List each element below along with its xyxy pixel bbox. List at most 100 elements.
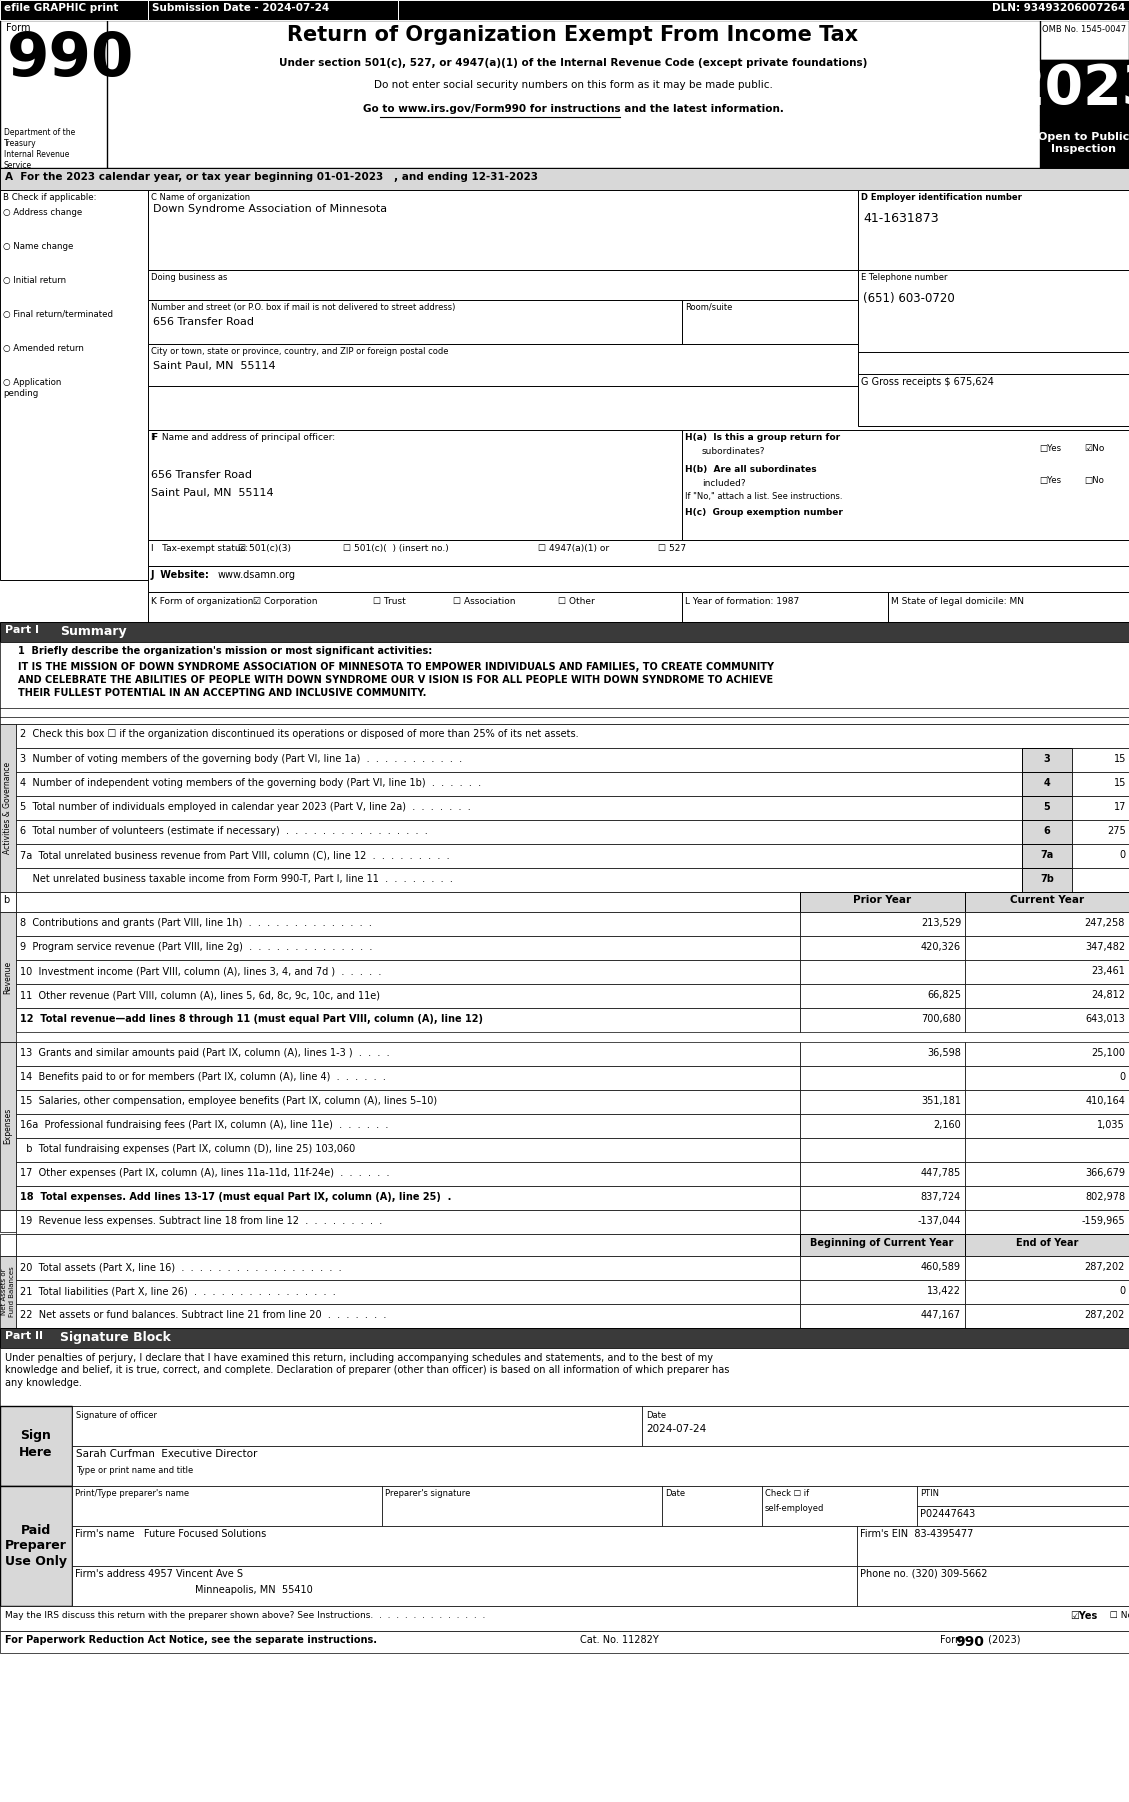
Text: 643,013: 643,013 [1085, 1015, 1124, 1024]
Text: Net Assets or
Fund Balances: Net Assets or Fund Balances [1, 1267, 15, 1317]
Text: H(a)  Is this a group return for: H(a) Is this a group return for [685, 432, 840, 441]
Bar [800, 984, 965, 1007]
Text: B Check if applicable:: B Check if applicable: [3, 193, 96, 202]
Bar [858, 189, 1129, 270]
Bar [965, 1186, 1129, 1209]
Bar [965, 935, 1129, 960]
Bar [965, 1067, 1129, 1090]
Text: 5: 5 [1043, 802, 1050, 813]
Text: OMB No. 1545-0047: OMB No. 1545-0047 [1042, 25, 1126, 34]
Text: (651) 603-0720: (651) 603-0720 [863, 292, 955, 305]
Bar [800, 1162, 965, 1186]
Bar [72, 1487, 382, 1526]
Text: -159,965: -159,965 [1082, 1216, 1124, 1225]
Text: H(b)  Are all subordinates: H(b) Are all subordinates [685, 465, 816, 474]
Text: Saint Paul, MN  55114: Saint Paul, MN 55114 [154, 360, 275, 371]
Text: Form: Form [6, 23, 30, 32]
Text: L Year of formation: 1987: L Year of formation: 1987 [685, 596, 799, 605]
Bar [800, 1234, 965, 1256]
Text: 17: 17 [1113, 802, 1126, 813]
Text: May the IRS discuss this return with the preparer shown above? See Instructions.: May the IRS discuss this return with the… [5, 1611, 485, 1620]
Bar [72, 1445, 1129, 1487]
Bar [0, 20, 1129, 168]
Bar [1022, 796, 1073, 820]
Text: Firm's name   Future Focused Solutions: Firm's name Future Focused Solutions [75, 1530, 266, 1539]
Text: ☐ Trust: ☐ Trust [373, 596, 405, 605]
Text: P02447643: P02447643 [920, 1508, 975, 1519]
Text: Phone no. (320) 309-5662: Phone no. (320) 309-5662 [860, 1570, 988, 1579]
Text: Room/suite: Room/suite [685, 303, 733, 312]
Text: Signature of officer: Signature of officer [76, 1411, 157, 1420]
Bar [965, 1007, 1129, 1033]
Text: 15: 15 [1113, 753, 1126, 764]
Text: 837,724: 837,724 [921, 1191, 961, 1202]
Text: ☐ 501(c)(  ) (insert no.): ☐ 501(c)( ) (insert no.) [343, 544, 448, 553]
Text: Doing business as: Doing business as [151, 272, 227, 281]
Text: b: b [3, 896, 9, 905]
Text: 13,422: 13,422 [927, 1287, 961, 1296]
Bar [965, 892, 1129, 912]
Text: Under section 501(c), 527, or 4947(a)(1) of the Internal Revenue Code (except pr: Under section 501(c), 527, or 4947(a)(1)… [279, 58, 867, 68]
Text: 18  Total expenses. Add lines 13-17 (must equal Part IX, column (A), line 25)  .: 18 Total expenses. Add lines 13-17 (must… [20, 1191, 452, 1202]
Bar [16, 1186, 800, 1209]
Text: 21  Total liabilities (Part X, line 26)  .  .  .  .  .  .  .  .  .  .  .  .  .  : 21 Total liabilities (Part X, line 26) .… [20, 1287, 335, 1296]
Bar [800, 1067, 965, 1090]
Bar [965, 960, 1129, 984]
Bar [0, 1348, 1129, 1406]
Bar [16, 1139, 800, 1162]
Text: 700,680: 700,680 [921, 1015, 961, 1024]
Text: 287,202: 287,202 [1085, 1261, 1124, 1272]
Bar [800, 1209, 965, 1234]
Text: □Yes: □Yes [1039, 443, 1061, 452]
Bar [148, 541, 1129, 566]
Text: 7a  Total unrelated business revenue from Part VIII, column (C), line 12  .  .  : 7a Total unrelated business revenue from… [20, 851, 449, 860]
Bar [800, 1042, 965, 1067]
Text: I   Tax-exempt status:: I Tax-exempt status: [151, 544, 248, 553]
Text: Firm's address 4957 Vincent Ave S: Firm's address 4957 Vincent Ave S [75, 1570, 243, 1579]
Text: ○ Final return/terminated: ○ Final return/terminated [3, 310, 113, 319]
Bar [1022, 748, 1073, 771]
Text: Net unrelated business taxable income from Form 990-T, Part I, line 11  .  .  . : Net unrelated business taxable income fr… [20, 874, 453, 885]
Text: D Employer identification number: D Employer identification number [861, 193, 1022, 202]
Bar [0, 0, 148, 20]
Text: Revenue: Revenue [3, 960, 12, 993]
Text: 275: 275 [1108, 825, 1126, 836]
Bar [0, 1209, 16, 1233]
Text: 0: 0 [1119, 1287, 1124, 1296]
Text: Number and street (or P.O. box if mail is not delivered to street address): Number and street (or P.O. box if mail i… [151, 303, 455, 312]
Bar [16, 1209, 800, 1234]
Text: 3: 3 [1043, 753, 1050, 764]
Text: Part I: Part I [5, 625, 40, 634]
Bar [16, 1162, 800, 1186]
Bar [0, 20, 107, 168]
Bar [889, 593, 1129, 622]
Bar [16, 984, 800, 1007]
Bar [382, 1487, 662, 1526]
Bar [148, 299, 682, 344]
Text: ○ Amended return: ○ Amended return [3, 344, 84, 353]
Text: K Form of organization:: K Form of organization: [151, 596, 256, 605]
Bar [16, 724, 1129, 748]
Bar [16, 843, 1022, 869]
Text: 5  Total number of individuals employed in calendar year 2023 (Part V, line 2a) : 5 Total number of individuals employed i… [20, 802, 471, 813]
Bar [1073, 869, 1129, 892]
Text: 990: 990 [955, 1634, 983, 1649]
Text: Sarah Curfman  Executive Director: Sarah Curfman Executive Director [76, 1449, 257, 1460]
Text: ☑ 501(c)(3): ☑ 501(c)(3) [238, 544, 291, 553]
Bar [857, 1566, 1129, 1606]
Bar [800, 1305, 965, 1328]
Text: ☐ 527: ☐ 527 [658, 544, 686, 553]
Text: -137,044: -137,044 [918, 1216, 961, 1225]
Text: Type or print name and title: Type or print name and title [76, 1467, 193, 1476]
Text: Under penalties of perjury, I declare that I have examined this return, includin: Under penalties of perjury, I declare th… [5, 1353, 729, 1388]
Bar [965, 1042, 1129, 1067]
Bar [1040, 20, 1129, 59]
Bar [762, 1487, 917, 1526]
Text: 366,679: 366,679 [1085, 1168, 1124, 1179]
Bar [0, 1234, 16, 1256]
Text: E Telephone number: E Telephone number [861, 272, 947, 281]
Text: If "No," attach a list. See instructions.: If "No," attach a list. See instructions… [685, 492, 842, 501]
Text: ☑Yes: ☑Yes [1070, 1611, 1097, 1622]
Text: 447,167: 447,167 [921, 1310, 961, 1321]
Bar [148, 0, 399, 20]
